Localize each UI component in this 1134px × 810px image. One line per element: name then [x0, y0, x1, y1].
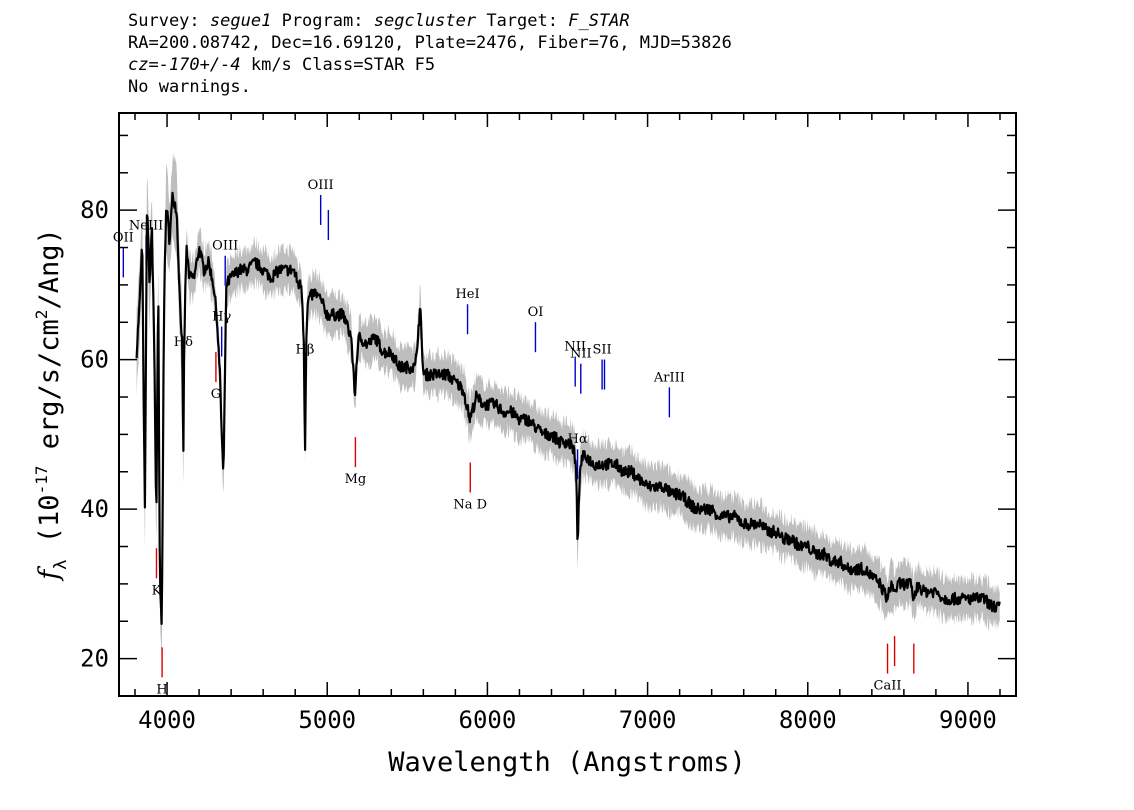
absorption-line-label: G	[211, 387, 221, 402]
header-line-1: Survey: segue1 Program: segcluster Targe…	[128, 10, 732, 32]
header-line-3: cz=-170+/-4 km/s Class=STAR F5	[128, 54, 732, 76]
x-tick-label: 8000	[779, 706, 837, 734]
survey-value: segue1	[209, 11, 272, 31]
x-tick-label: 6000	[459, 706, 517, 734]
emission-line-label: Hβ	[296, 343, 315, 358]
emission-line-label: NII	[564, 340, 586, 355]
absorption-line-label: H	[156, 682, 167, 697]
emission-line-label: OI	[528, 305, 544, 320]
emission-line-label: Hγ	[212, 310, 231, 325]
program-label: Program:	[281, 11, 364, 31]
spectrum-line	[135, 191, 1001, 626]
emission-line-label: NII	[570, 347, 592, 362]
x-tick-label: 7000	[619, 706, 677, 734]
absorption-line-label: K	[152, 583, 162, 598]
header-line-2: RA=200.08742, Dec=16.69120, Plate=2476, …	[128, 33, 732, 53]
plot-frame	[118, 112, 1017, 697]
survey-label: Survey:	[128, 11, 200, 31]
spectrum-header: Survey: segue1 Program: segcluster Targe…	[128, 10, 732, 98]
x-tick-label: 5000	[298, 706, 356, 734]
y-axis-label: fλ (10-17 erg/s/cm2/Ang)	[32, 228, 71, 581]
absorption-line-label: Mg	[345, 472, 367, 487]
x-tick-label: 4000	[138, 706, 196, 734]
axis-ticks: 4000 5000 6000 7000 8000 9000 20 40 60 80	[80, 113, 1016, 734]
absorption-line-label: Na D	[453, 498, 487, 513]
class-text: km/s Class=STAR F5	[250, 55, 436, 75]
program-value: segcluster	[373, 11, 477, 31]
noise-band-area	[136, 151, 1000, 659]
y-tick-label: 20	[80, 645, 109, 673]
emission-line-label: NeIII	[129, 218, 163, 233]
absorption-line-label: CaII	[874, 679, 902, 694]
warnings-text: No warnings.	[128, 77, 251, 97]
x-axis-label: Wavelength (Angstroms)	[388, 747, 746, 778]
emission-line-label: ArIII	[653, 370, 685, 385]
noise-band	[136, 151, 1000, 659]
y-tick-label: 80	[80, 196, 109, 224]
spectrum-series	[135, 191, 1001, 626]
emission-line-label: Hα	[568, 432, 588, 447]
redshift-value: cz=-170+/-4	[128, 55, 241, 75]
emission-line-label: Hδ	[174, 335, 193, 350]
emission-line-label: OIII	[212, 239, 238, 254]
x-tick-label: 9000	[939, 706, 997, 734]
y-tick-label: 60	[80, 346, 109, 374]
emission-line-label: OIII	[308, 178, 334, 193]
target-label: Target:	[486, 11, 558, 31]
emission-line-label: HeI	[455, 287, 479, 302]
emission-line-label: SII	[593, 343, 612, 358]
target-value: F_STAR	[568, 11, 630, 31]
y-tick-label: 40	[80, 495, 109, 523]
